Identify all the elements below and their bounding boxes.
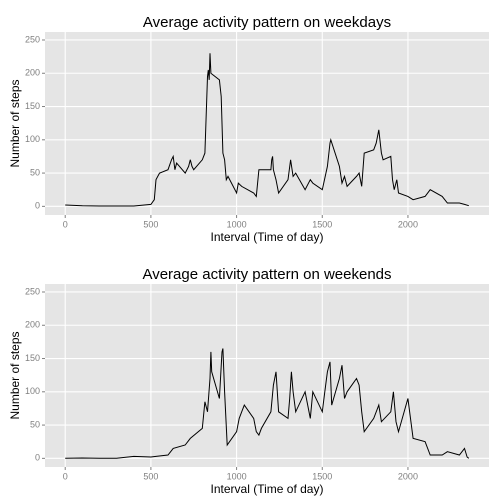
x-tick-label: 1000 — [227, 471, 247, 481]
panel — [45, 284, 489, 467]
x-tick-label: 2000 — [398, 471, 418, 481]
x-tick-label: 2000 — [398, 219, 418, 229]
y-tick-label: 100 — [25, 386, 40, 396]
line — [65, 348, 470, 459]
y-tick-label: 150 — [25, 101, 40, 111]
y-tick-label: 150 — [25, 353, 40, 363]
x-axis-title: Interval (Time of day) — [211, 230, 324, 244]
y-tick-label: 50 — [30, 419, 40, 429]
line — [65, 53, 469, 207]
y-tick-label: 200 — [25, 68, 40, 78]
y-tick-label: 50 — [30, 167, 40, 177]
y-axis-title: Number of steps — [8, 331, 22, 419]
chart-title: Average activity pattern on weekdays — [143, 14, 391, 31]
y-tick-label: 250 — [25, 34, 40, 44]
y-tick-label: 100 — [25, 134, 40, 144]
x-tick-label: 0 — [63, 219, 68, 229]
x-tick-label: 1000 — [227, 219, 247, 229]
y-tick-label: 0 — [35, 201, 40, 211]
x-tick-label: 1500 — [312, 471, 332, 481]
x-tick-label: 500 — [143, 219, 158, 229]
x-tick-label: 1500 — [312, 219, 332, 229]
chart-title: Average activity pattern on weekends — [142, 266, 391, 283]
y-tick-label: 250 — [25, 286, 40, 296]
y-tick-label: 0 — [35, 453, 40, 463]
x-axis-title: Interval (Time of day) — [211, 482, 324, 496]
y-axis-title: Number of steps — [8, 79, 22, 167]
panel — [45, 32, 489, 215]
y-tick-label: 200 — [25, 320, 40, 330]
x-tick-label: 500 — [143, 471, 158, 481]
x-tick-label: 0 — [63, 471, 68, 481]
